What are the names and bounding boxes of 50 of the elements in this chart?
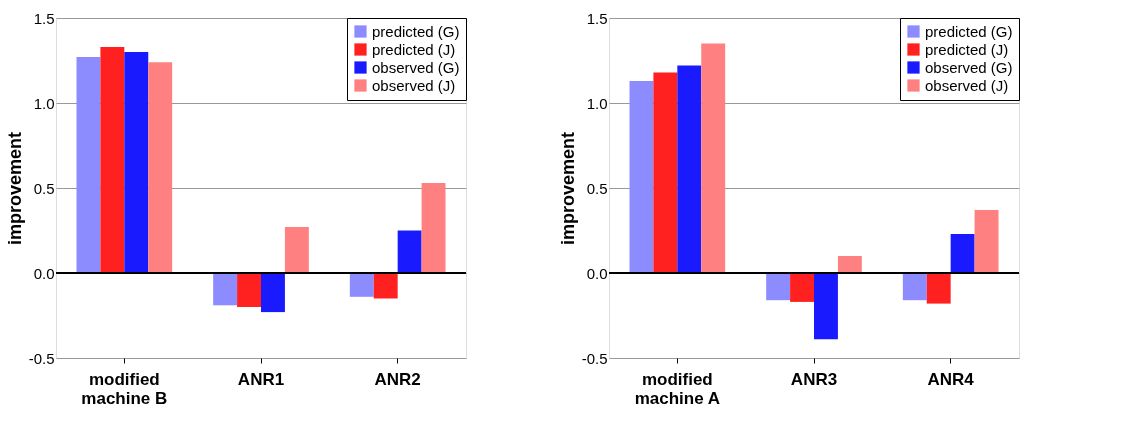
y-axis-title: improvement xyxy=(4,131,25,246)
bar xyxy=(284,227,309,273)
bar xyxy=(837,256,862,273)
bar xyxy=(397,230,422,273)
bar xyxy=(261,273,285,313)
y-tick-label: 0.0 xyxy=(586,264,608,282)
y-tick-label: 1.0 xyxy=(33,94,55,112)
bar xyxy=(148,62,173,273)
bar xyxy=(926,273,951,304)
legend-label: observed (G) xyxy=(925,58,1013,76)
bar xyxy=(902,273,927,301)
legend-label: observed (J) xyxy=(372,76,456,94)
bar xyxy=(790,273,814,302)
y-tick-label: 0.5 xyxy=(586,179,608,197)
legend-label: predicted (J) xyxy=(925,40,1009,58)
y-tick-label: -0.5 xyxy=(581,349,608,367)
legend-label: predicted (J) xyxy=(372,40,456,58)
bar xyxy=(629,80,654,273)
y-tick-label: 1.5 xyxy=(33,9,55,27)
x-tick-label: ANR4 xyxy=(927,369,975,389)
x-tick-label: ANR2 xyxy=(374,369,421,389)
legend-label: observed (J) xyxy=(925,76,1009,94)
legend-label: observed (G) xyxy=(372,58,460,76)
bar xyxy=(421,182,446,273)
bar xyxy=(237,273,261,307)
x-tick-label: modified machine A xyxy=(634,369,721,408)
bar xyxy=(701,43,726,273)
bar xyxy=(213,273,238,306)
y-tick-label: 0.0 xyxy=(33,264,55,282)
bar xyxy=(766,273,791,301)
bar xyxy=(100,46,125,273)
bar xyxy=(124,52,149,273)
y-tick-label: 0.5 xyxy=(33,179,55,197)
legend-label: predicted (G) xyxy=(372,22,460,40)
y-tick-label: 1.5 xyxy=(586,9,608,27)
legend-label: predicted (G) xyxy=(925,22,1013,40)
x-tick-label: ANR1 xyxy=(237,369,285,389)
bar xyxy=(814,273,838,340)
bar xyxy=(373,273,398,299)
y-tick-label: 1.0 xyxy=(586,94,608,112)
x-tick-label: modified machine B xyxy=(81,369,168,408)
y-tick-label: -0.5 xyxy=(28,349,55,367)
bar xyxy=(974,210,999,273)
bar xyxy=(677,65,702,273)
y-axis-title: improvement xyxy=(557,131,578,246)
bar xyxy=(349,273,374,297)
x-tick-label: ANR3 xyxy=(790,369,838,389)
bar xyxy=(950,233,975,273)
bar xyxy=(653,72,678,273)
bar xyxy=(76,57,101,273)
